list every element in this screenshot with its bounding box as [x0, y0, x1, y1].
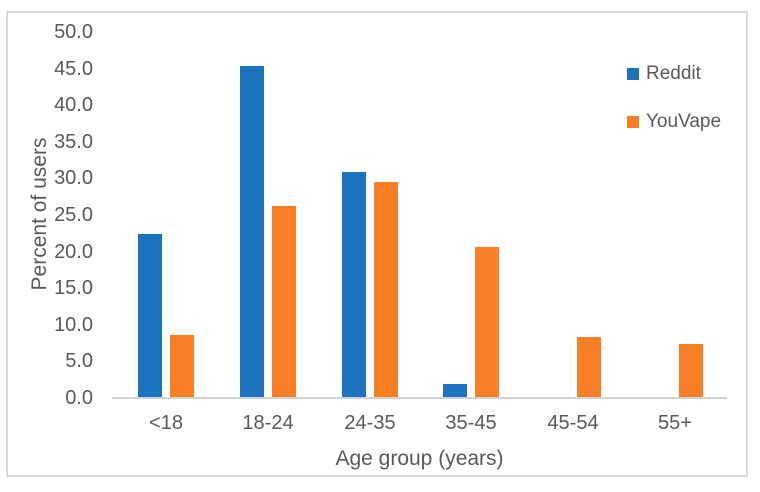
bar-reddit-18-24 — [240, 66, 264, 397]
x-tick-label: 18-24 — [242, 412, 294, 434]
y-tick-label: 0.0 — [65, 387, 93, 409]
y-tick-label: 5.0 — [65, 350, 93, 372]
bar-youvape-55+ — [679, 344, 703, 397]
x-tick-label: 55+ — [658, 412, 692, 434]
bar-youvape-45-54 — [577, 337, 601, 397]
bar-youvape-35-45 — [475, 247, 499, 397]
bar-reddit-24-35 — [342, 172, 366, 397]
bar-reddit-35-45 — [443, 384, 467, 397]
y-tick-label: 25.0 — [54, 204, 93, 226]
bar-youvape-24-35 — [374, 182, 398, 397]
x-axis-line — [112, 397, 727, 399]
legend-swatch-youvape — [627, 116, 639, 128]
y-tick-label: 35.0 — [54, 131, 93, 153]
legend-label-reddit: Reddit — [646, 63, 701, 84]
x-tick-label: 45-54 — [547, 412, 599, 434]
y-tick-label: 50.0 — [54, 21, 93, 43]
y-tick-label: 20.0 — [54, 241, 93, 263]
x-tick-label: <18 — [149, 412, 183, 434]
legend-item-reddit: Reddit — [627, 63, 701, 84]
legend-item-youvape: YouVape — [627, 111, 722, 132]
x-tick-label: 24-35 — [344, 412, 396, 434]
x-tick-label: 35-45 — [445, 412, 497, 434]
y-tick-label: 10.0 — [54, 314, 93, 336]
bar-youvape-18-24 — [272, 206, 296, 397]
x-axis-title: Age group (years) — [335, 447, 504, 470]
legend-swatch-reddit — [627, 68, 639, 80]
y-tick-label: 45.0 — [54, 58, 93, 80]
y-tick-label: 30.0 — [54, 167, 93, 189]
bar-youvape-<18 — [170, 335, 194, 397]
bar-reddit-<18 — [138, 234, 162, 397]
y-tick-label: 40.0 — [54, 94, 93, 116]
legend-label-youvape: YouVape — [646, 111, 722, 132]
y-tick-label: 15.0 — [54, 277, 93, 299]
